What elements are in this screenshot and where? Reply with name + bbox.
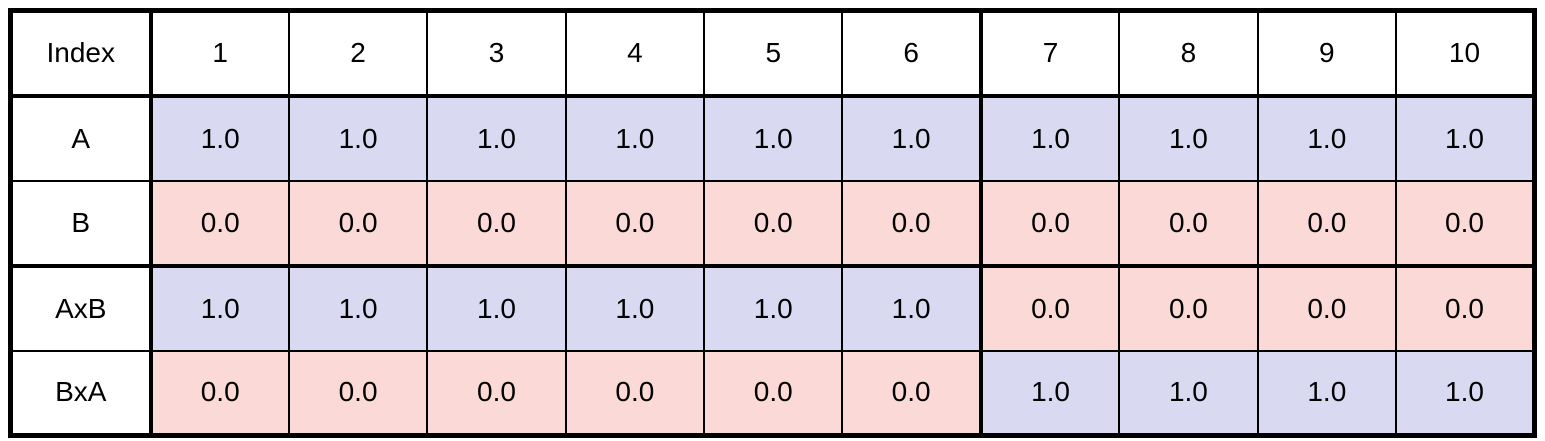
cell-B-9: 0.0 <box>1256 179 1398 267</box>
cell-AxB-2: 1.0 <box>287 263 429 352</box>
row-label-BxA: BxA <box>9 349 152 437</box>
cell-AxB-10: 0.0 <box>1395 263 1536 352</box>
cell-A-8: 1.0 <box>1118 94 1259 182</box>
cell-BxA-5: 0.0 <box>703 349 844 437</box>
cell-A-3: 1.0 <box>426 94 567 182</box>
cell-BxA-10: 1.0 <box>1395 349 1536 437</box>
table-row-AxB: AxB 1.0 1.0 1.0 1.0 1.0 1.0 0.0 0.0 0.0 0.0 <box>9 263 1536 352</box>
cell-BxA-1: 0.0 <box>148 349 290 437</box>
cell-A-10: 1.0 <box>1395 94 1536 182</box>
cell-BxA-7: 1.0 <box>978 349 1121 437</box>
row-label-A: A <box>9 94 152 182</box>
cell-A-2: 1.0 <box>287 94 429 182</box>
cell-B-7: 0.0 <box>978 179 1121 267</box>
cell-BxA-8: 1.0 <box>1118 349 1259 437</box>
cell-B-5: 0.0 <box>703 179 844 267</box>
cell-B-4: 0.0 <box>564 179 706 267</box>
cell-BxA-4: 0.0 <box>564 349 706 437</box>
col-header-3: 3 <box>426 9 567 98</box>
truth-table: Index 1 2 3 4 5 6 7 8 9 10 A 1.0 1.0 1.0 1.0 1.0 1.0 1.0… <box>8 8 1537 438</box>
col-header-7: 7 <box>978 9 1121 98</box>
cell-AxB-5: 1.0 <box>703 263 844 352</box>
table-body: A 1.0 1.0 1.0 1.0 1.0 1.0 1.0 1.0 1.0 1.0 B 0.0 0.0 0.… <box>9 94 1536 437</box>
cell-AxB-6: 1.0 <box>841 263 982 352</box>
cell-A-6: 1.0 <box>841 94 982 182</box>
cell-A-9: 1.0 <box>1256 94 1398 182</box>
table-header: Index 1 2 3 4 5 6 7 8 9 10 <box>9 9 1536 98</box>
cell-BxA-6: 0.0 <box>841 349 982 437</box>
col-header-6: 6 <box>841 9 982 98</box>
cell-AxB-9: 0.0 <box>1256 263 1398 352</box>
col-header-10: 10 <box>1395 9 1536 98</box>
cell-BxA-3: 0.0 <box>426 349 567 437</box>
cell-A-1: 1.0 <box>148 94 290 182</box>
table-row-A: A 1.0 1.0 1.0 1.0 1.0 1.0 1.0 1.0 1.0 1.0 <box>9 94 1536 182</box>
corner-header-cell: Index <box>9 9 152 98</box>
cell-AxB-3: 1.0 <box>426 263 567 352</box>
cell-AxB-8: 0.0 <box>1118 263 1259 352</box>
cell-B-6: 0.0 <box>841 179 982 267</box>
cell-B-2: 0.0 <box>287 179 429 267</box>
cell-B-8: 0.0 <box>1118 179 1259 267</box>
table-row-BxA: BxA 0.0 0.0 0.0 0.0 0.0 0.0 1.0 1.0 1.0 1.0 <box>9 349 1536 437</box>
cell-B-1: 0.0 <box>148 179 290 267</box>
cell-AxB-1: 1.0 <box>148 263 290 352</box>
cell-BxA-2: 0.0 <box>287 349 429 437</box>
cell-BxA-9: 1.0 <box>1256 349 1398 437</box>
row-label-B: B <box>9 179 152 267</box>
col-header-4: 4 <box>564 9 706 98</box>
cell-A-7: 1.0 <box>978 94 1121 182</box>
col-header-1: 1 <box>148 9 290 98</box>
row-label-AxB: AxB <box>9 263 152 352</box>
cell-A-4: 1.0 <box>564 94 706 182</box>
col-header-5: 5 <box>703 9 844 98</box>
table-row-B: B 0.0 0.0 0.0 0.0 0.0 0.0 0.0 0.0 0.0 0.0 <box>9 179 1536 267</box>
col-header-9: 9 <box>1256 9 1398 98</box>
col-header-8: 8 <box>1118 9 1259 98</box>
cell-AxB-4: 1.0 <box>564 263 706 352</box>
col-header-2: 2 <box>287 9 429 98</box>
header-row: Index 1 2 3 4 5 6 7 8 9 10 <box>9 9 1536 98</box>
cell-AxB-7: 0.0 <box>978 263 1121 352</box>
cell-B-10: 0.0 <box>1395 179 1536 267</box>
cell-A-5: 1.0 <box>703 94 844 182</box>
cell-B-3: 0.0 <box>426 179 567 267</box>
